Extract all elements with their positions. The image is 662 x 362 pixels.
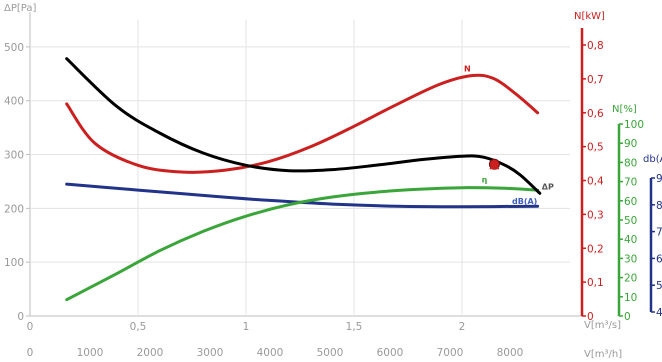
power-tick-label: 0,7 xyxy=(587,74,604,86)
efficiency-tick-label: 60 xyxy=(624,196,637,208)
efficiency-tick-label: 0 xyxy=(624,311,631,323)
efficiency-curve xyxy=(65,186,540,302)
x-tick-label: 1 xyxy=(243,321,250,333)
x2-tick-label: 8000 xyxy=(497,347,524,359)
x2-tick-label: 7000 xyxy=(437,347,464,359)
efficiency-tick-label: 30 xyxy=(624,253,637,265)
sound-tick-label: 6 xyxy=(656,253,662,265)
operating-point-triangle xyxy=(489,160,500,170)
x2-tick-label: 3000 xyxy=(197,347,224,359)
efficiency-tick-label: 20 xyxy=(624,273,637,285)
efficiency-axis-title: N[%] xyxy=(612,104,637,115)
power-curve xyxy=(65,73,540,174)
efficiency-tick-label: 10 xyxy=(624,292,637,304)
y-tick-label: 300 xyxy=(4,150,24,162)
sound-tick-label: 7 xyxy=(656,227,662,239)
power-tick-label: 0,4 xyxy=(587,176,604,188)
x-tick-label: 1,5 xyxy=(346,321,363,333)
x2-tick-label: 6000 xyxy=(377,347,404,359)
power-tick-label: 0 xyxy=(587,311,594,323)
efficiency-tick-label: 40 xyxy=(624,234,637,246)
y-tick-label: 400 xyxy=(4,96,24,108)
power-axis-title: N[kW] xyxy=(574,11,605,22)
power-tick-label: 0,3 xyxy=(587,209,604,221)
pressure-curve xyxy=(65,57,542,195)
x2-tick-label: 2000 xyxy=(137,347,164,359)
x2-axis-title: V[m³/h] xyxy=(584,349,622,360)
efficiency-series-label: η xyxy=(482,176,488,185)
efficiency-tick-label: 100 xyxy=(624,119,644,131)
sound-tick-label: 9 xyxy=(656,173,662,185)
x2-tick-label: 0 xyxy=(27,347,34,359)
efficiency-tick-label: 70 xyxy=(624,177,637,189)
x2-tick-label: 5000 xyxy=(317,347,344,359)
x2-tick-label: 4000 xyxy=(257,347,284,359)
sound-tick-label: 5 xyxy=(656,280,662,292)
efficiency-tick-label: 90 xyxy=(624,138,637,150)
x-axis-title: V[m³/s] xyxy=(584,320,621,331)
pressure-series-label: ΔP xyxy=(542,182,554,191)
sound-tick-label: 8 xyxy=(656,200,662,212)
y-tick-label: 500 xyxy=(4,42,24,54)
power-tick-label: 0,8 xyxy=(587,40,604,52)
power-tick-label: 0,5 xyxy=(587,142,604,154)
power-tick-label: 0,2 xyxy=(587,243,604,255)
y-tick-label: 200 xyxy=(4,203,24,215)
sound-series-label: dB(A) xyxy=(512,197,537,206)
power-tick-label: 0,1 xyxy=(587,277,604,289)
efficiency-tick-label: 80 xyxy=(624,157,637,169)
x-tick-label: 0,5 xyxy=(130,321,147,333)
power-series-label: N xyxy=(464,64,471,73)
y-tick-label: 100 xyxy=(4,257,24,269)
power-tick-label: 0,6 xyxy=(587,108,604,120)
x-tick-label: 0 xyxy=(27,321,34,333)
sound-axis-title: db(A) xyxy=(643,154,662,165)
sound-tick-label: 4 xyxy=(656,307,662,319)
x2-tick-label: 1000 xyxy=(77,347,104,359)
y-axis-title: ΔP[Pa] xyxy=(4,3,36,14)
efficiency-tick-label: 50 xyxy=(624,215,637,227)
y-tick-label: 0 xyxy=(17,311,24,323)
x-tick-label: 2 xyxy=(459,321,466,333)
